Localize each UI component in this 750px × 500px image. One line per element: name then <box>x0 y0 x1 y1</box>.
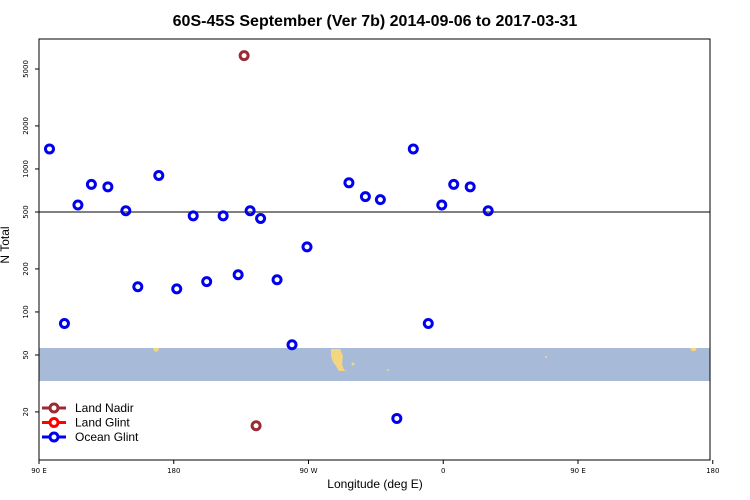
plot-frame <box>38 38 711 461</box>
ocean-glint-point <box>286 339 298 351</box>
data-points <box>43 50 494 432</box>
legend-label-land-glint: Land Glint <box>75 416 130 430</box>
landmass <box>331 349 347 371</box>
ocean-glint-point <box>374 194 386 206</box>
x-axis-label: Longitude (deg E) <box>327 477 422 491</box>
y-tick-label: 5000 <box>22 60 30 78</box>
land-nadir-point <box>250 420 262 432</box>
y-tick-label: 200 <box>22 262 30 275</box>
x-tick-label: 90 E <box>570 467 586 475</box>
x-tick-label: 90 W <box>299 467 317 475</box>
y-tick-label: 100 <box>22 305 30 318</box>
ocean-glint-point <box>201 276 213 288</box>
legend-marker-land-glint <box>48 417 60 428</box>
ocean-glint-point <box>120 205 132 217</box>
map-band <box>39 348 710 381</box>
ocean-glint-point <box>422 318 434 330</box>
ocean-glint-point <box>482 205 494 217</box>
legend-marker-land-nadir <box>48 402 60 414</box>
ocean-glint-point <box>58 318 70 330</box>
landmass <box>351 362 355 366</box>
y-axis-label: N Total <box>0 226 12 263</box>
y-tick-label: 500 <box>22 205 30 218</box>
ocean-glint-point <box>102 181 114 193</box>
y-tick-label: 20 <box>22 407 30 416</box>
ocean-glint-point <box>72 199 84 211</box>
ocean-glint-point <box>244 205 256 217</box>
landmass <box>153 348 159 352</box>
ocean-glint-point <box>359 191 371 203</box>
legend-marker-ocean-glint <box>48 431 60 443</box>
ocean-glint-point <box>43 143 55 155</box>
ocean-glint-point <box>153 169 165 181</box>
ocean-glint-point <box>343 177 355 189</box>
ocean-glint-point <box>232 269 244 281</box>
ocean-glint-point <box>391 412 403 424</box>
landmass <box>545 356 547 358</box>
x-tick-label: 180 <box>706 467 719 475</box>
y-tick-label: 2000 <box>22 117 30 135</box>
ocean-glint-point <box>187 210 199 222</box>
y-tick-label: 1000 <box>22 160 30 178</box>
ocean-glint-point <box>464 181 476 193</box>
chart-title: 60S-45S September (Ver 7b) 2014-09-06 to… <box>173 13 578 30</box>
legend-label-land-nadir: Land Nadir <box>75 401 134 415</box>
land-nadir-point <box>238 50 250 62</box>
ocean-glint-point <box>448 178 460 190</box>
y-tick-label: 50 <box>22 351 30 360</box>
ocean-glint-point <box>407 143 419 155</box>
legend-label-ocean-glint: Ocean Glint <box>75 430 139 444</box>
ocean-band <box>39 348 710 381</box>
x-tick-label: 90 E <box>31 467 47 475</box>
landmass <box>387 369 389 371</box>
ocean-glint-point <box>255 213 267 225</box>
ocean-glint-point <box>171 283 183 295</box>
landmass <box>690 348 697 351</box>
x-tick-label: 180 <box>167 467 180 475</box>
ocean-glint-point <box>217 210 229 222</box>
ocean-glint-point <box>436 199 448 211</box>
ocean-glint-point <box>85 178 97 190</box>
axis-ticks: 90 E 180 90 W 0 90 E 180 20 50 100 200 500 1000 2000… <box>22 60 719 475</box>
ocean-glint-point <box>132 281 144 293</box>
ocean-glint-point <box>271 274 283 286</box>
ocean-glint-point <box>301 241 313 253</box>
x-tick-label: 0 <box>441 467 445 475</box>
